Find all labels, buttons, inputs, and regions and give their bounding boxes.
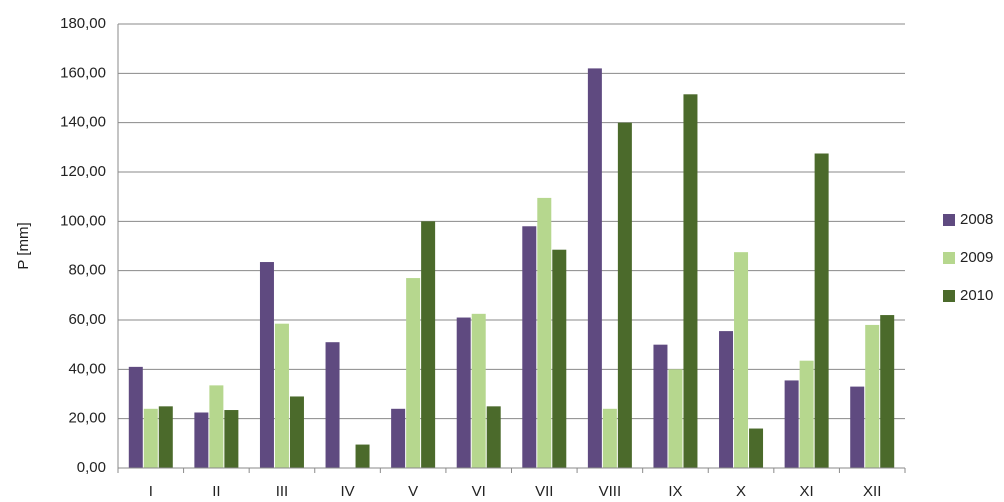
x-tick-label: IV: [340, 483, 354, 500]
bar: [158, 406, 173, 468]
bar: [719, 331, 734, 468]
y-tick-label: 100,00: [60, 212, 106, 229]
y-axis-label: P [mm]: [15, 222, 32, 269]
bar: [814, 153, 829, 468]
y-tick-label: 40,00: [68, 360, 106, 377]
bar: [143, 408, 158, 468]
x-tick-label: V: [408, 483, 418, 500]
x-tick-label: III: [276, 483, 289, 500]
bar: [552, 249, 567, 468]
bar: [421, 221, 436, 468]
bar: [406, 278, 421, 468]
x-tick-label: II: [212, 483, 220, 500]
x-tick-label: XII: [863, 483, 881, 500]
y-tick-label: 140,00: [60, 114, 106, 131]
legend-swatch: [943, 214, 955, 226]
x-tick-label: VIII: [599, 483, 622, 500]
bar: [194, 412, 209, 468]
x-tick-label: VII: [535, 483, 553, 500]
bar: [522, 226, 537, 468]
bar: [537, 197, 552, 468]
bar: [683, 94, 698, 469]
bar: [355, 444, 370, 468]
legend-swatch: [943, 252, 955, 264]
bar: [734, 252, 749, 468]
bar: [668, 369, 683, 468]
bar: [749, 428, 764, 468]
x-tick-label: VI: [472, 483, 486, 500]
y-tick-label: 180,00: [60, 15, 106, 32]
bar: [653, 344, 668, 468]
bar: [224, 410, 239, 468]
y-tick-label: 0,00: [77, 459, 106, 476]
legend-label: 2009: [960, 249, 993, 266]
legend-label: 2010: [960, 287, 993, 304]
bar: [784, 380, 799, 468]
bar: [209, 385, 224, 468]
bar: [456, 317, 471, 468]
bar: [865, 324, 880, 468]
legend-label: 2008: [960, 211, 993, 228]
y-tick-label: 160,00: [60, 64, 106, 81]
x-tick-label: IX: [668, 483, 682, 500]
bar: [486, 406, 501, 468]
bar: [850, 386, 865, 468]
bar: [617, 122, 632, 469]
bar: [799, 360, 814, 468]
y-tick-label: 20,00: [68, 410, 106, 427]
bar: [325, 342, 340, 468]
bar: [259, 262, 274, 468]
x-tick-label: I: [149, 483, 153, 500]
bar: [471, 313, 486, 468]
legend-swatch: [943, 290, 955, 302]
y-tick-label: 60,00: [68, 311, 106, 328]
bar: [274, 323, 289, 468]
bar: [587, 68, 602, 469]
x-tick-label: XI: [800, 483, 814, 500]
bar: [880, 315, 895, 468]
x-tick-label: X: [736, 483, 746, 500]
bar: [289, 396, 304, 468]
bar: [391, 408, 406, 468]
y-tick-label: 120,00: [60, 163, 106, 180]
y-tick-label: 80,00: [68, 262, 106, 279]
bar: [128, 366, 143, 468]
bar: [602, 408, 617, 468]
